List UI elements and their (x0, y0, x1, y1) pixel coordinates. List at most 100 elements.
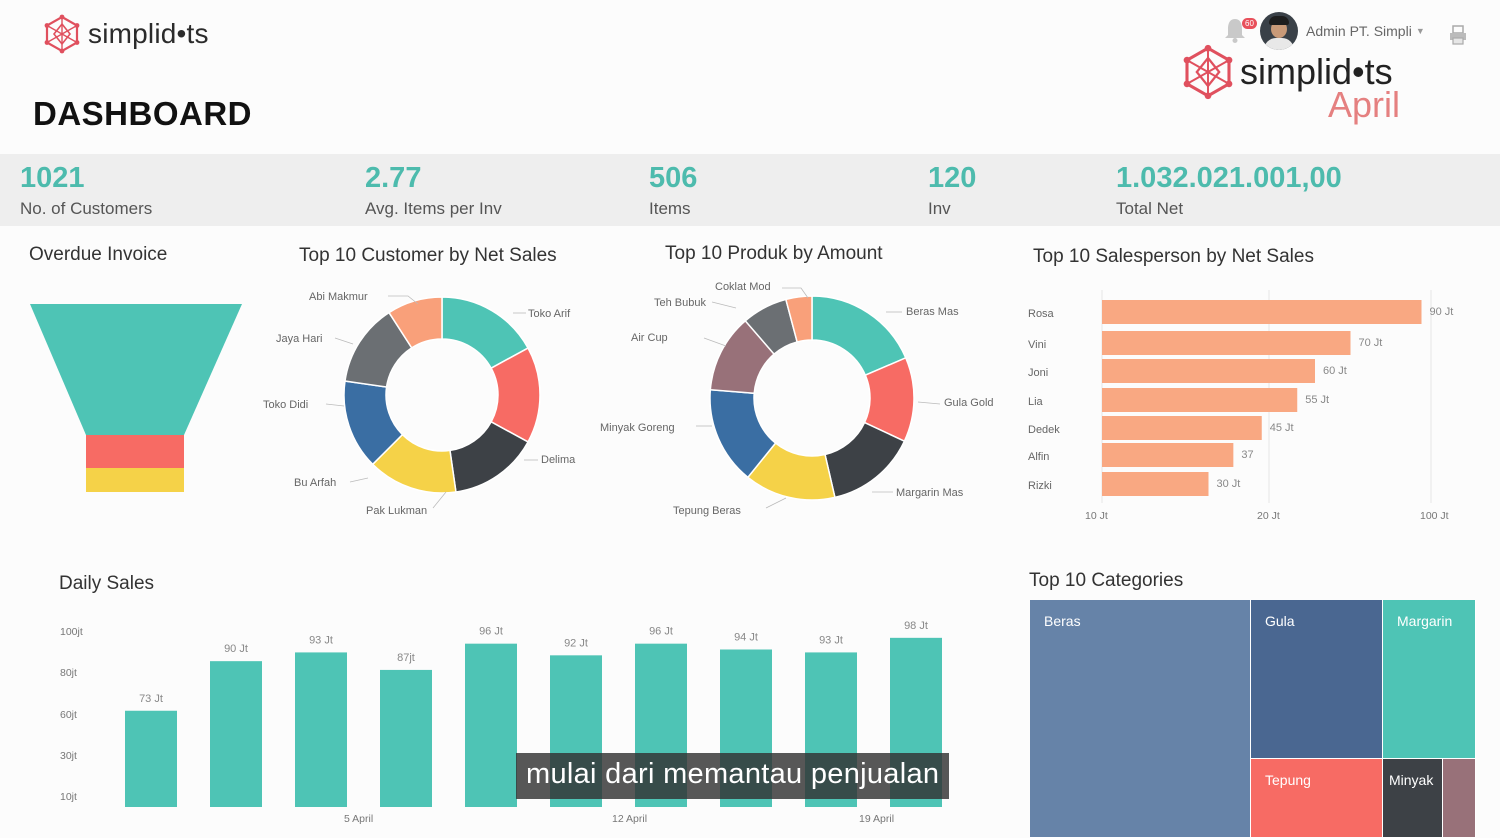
print-button[interactable] (1449, 25, 1467, 50)
logo-icon (44, 14, 80, 54)
y-axis-tick: 10jt (60, 791, 77, 803)
bar-value-label: 70 Jt (1359, 337, 1383, 349)
bar-value-label: 90 Jt (224, 643, 248, 655)
kpi-label: No. of Customers (20, 199, 153, 218)
donut-label: Bu Arfah (294, 477, 336, 489)
kpi-label: Avg. Items per Inv (365, 199, 502, 218)
treemap-label: Gula (1265, 613, 1295, 629)
salesperson-name: Alfin (1028, 451, 1049, 463)
daily-bar[interactable] (465, 643, 517, 807)
salesperson-bar[interactable] (1102, 472, 1209, 496)
kpi-label: Inv (928, 199, 951, 218)
page-title: DASHBOARD (33, 95, 252, 132)
treemap-label: Tepung (1265, 772, 1311, 788)
printer-icon (1450, 25, 1466, 45)
salesperson-name: Rizki (1028, 480, 1052, 492)
salesperson-bar[interactable] (1102, 416, 1262, 440)
brand-logo-icon (1183, 44, 1233, 100)
kpi-value: 2.77 (365, 162, 422, 194)
y-axis-tick: 80jt (60, 667, 77, 679)
salesperson-bar[interactable] (1102, 300, 1422, 324)
product-donut-chart: Coklat Mod Teh Bubuk Beras Mas Air Cup G… (600, 281, 994, 517)
avatar[interactable] (1260, 12, 1298, 50)
salesperson-bar[interactable] (1102, 388, 1298, 412)
kpi-label: Items (649, 199, 691, 218)
salesperson-name: Rosa (1028, 308, 1055, 320)
top-produk-title: Top 10 Produk by Amount (665, 243, 883, 264)
kpi-value: 1021 (20, 162, 85, 194)
donut-label: Air Cup (631, 332, 668, 344)
funnel-segment[interactable] (86, 468, 184, 492)
treemap-cell[interactable]: Beras (1030, 600, 1251, 838)
salesperson-bar[interactable] (1102, 359, 1315, 383)
bar-value-label: 96 Jt (479, 626, 503, 638)
daily-bar[interactable] (210, 661, 262, 807)
bar-value-label: 45 Jt (1270, 422, 1294, 434)
daily-bar[interactable] (380, 669, 432, 807)
y-axis-tick: 30jt (60, 750, 77, 762)
kpi-avg-items: 2.77 Avg. Items per Inv (365, 162, 502, 219)
y-axis-tick: 60jt (60, 709, 77, 721)
bar-value-label: 93 Jt (819, 634, 843, 646)
salesperson-name: Lia (1028, 396, 1044, 408)
user-menu[interactable]: Admin PT. Simpli (1306, 23, 1412, 39)
treemap-cell[interactable]: Tepung (1251, 759, 1383, 838)
axis-tick: 20 Jt (1257, 510, 1280, 522)
notification-badge: 60 (1242, 18, 1257, 29)
kpi-value: 120 (928, 162, 977, 194)
salesperson-name: Joni (1028, 367, 1048, 379)
video-subtitle: mulai dari memantau penjualan (516, 753, 950, 799)
donut-label: Beras Mas (906, 306, 959, 318)
donut-label: Minyak Goreng (600, 422, 675, 434)
x-axis-tick: 5 April (344, 813, 373, 825)
bar-value-label: 73 Jt (139, 693, 163, 705)
overdue-invoice-title: Overdue Invoice (29, 244, 168, 265)
daily-sales-bar-chart: 100jt 80jt 60jt 30jt 10jt 73 Jt 90 Jt 93 J… (60, 620, 942, 825)
kpi-value: 1.032.021.001,00 (1116, 162, 1342, 194)
donut-slice[interactable] (387, 296, 443, 349)
treemap-cell[interactable]: Gula (1251, 600, 1383, 759)
treemap-label: Margarin (1397, 613, 1453, 629)
x-axis-tick: 19 April (859, 813, 894, 825)
donut-label: Tepung Beras (673, 505, 741, 517)
salesperson-name: Dedek (1028, 424, 1060, 436)
funnel-segment[interactable] (86, 435, 184, 468)
daily-bar[interactable] (125, 710, 177, 807)
logo-text: simplid•ts (88, 18, 209, 49)
categories-treemap: Beras Gula Margarin Tepung Minyak (1030, 600, 1476, 838)
chevron-down-icon: ▼ (1415, 26, 1425, 36)
app-logo[interactable]: simplid•ts (42, 14, 209, 54)
treemap-cell[interactable]: Minyak (1383, 759, 1443, 838)
user-toolbar: 60 Admin PT. Simpli ▼ (1222, 12, 1425, 50)
bell-icon (1225, 19, 1245, 43)
salesperson-bar[interactable] (1102, 331, 1351, 355)
salesperson-bar[interactable] (1102, 443, 1234, 467)
donut-slice[interactable] (784, 295, 813, 343)
treemap-cell[interactable] (1443, 759, 1476, 838)
bar-value-label: 96 Jt (649, 626, 673, 638)
notifications-button[interactable]: 60 (1222, 16, 1257, 46)
overdue-funnel-chart (30, 304, 242, 492)
axis-tick: 100 Jt (1420, 510, 1449, 522)
donut-label: Teh Bubuk (654, 297, 706, 309)
top-customer-title: Top 10 Customer by Net Sales (299, 245, 557, 266)
bar-value-label: 93 Jt (309, 634, 333, 646)
daily-bar[interactable] (295, 652, 347, 807)
bar-value-label: 30 Jt (1217, 478, 1241, 490)
brand-logo-text: simplid•ts (1240, 51, 1393, 92)
daily-sales-title: Daily Sales (59, 573, 155, 594)
kpi-value: 506 (649, 162, 698, 194)
bar-value-label: 87jt (397, 652, 415, 664)
brand-month: April (1328, 84, 1401, 125)
y-axis-tick: 100jt (60, 626, 83, 638)
donut-label: Delima (541, 454, 576, 466)
kpi-items: 506 Items (649, 162, 697, 219)
bar-value-label: 37 (1241, 449, 1253, 461)
kpi-label: Total Net (1116, 199, 1184, 218)
treemap-cell[interactable]: Margarin (1383, 600, 1476, 759)
funnel-segment[interactable] (30, 304, 242, 435)
kpi-strip: 1021 No. of Customers 2.77 Avg. Items pe… (0, 154, 1500, 226)
bar-value-label: 60 Jt (1323, 365, 1347, 377)
donut-label: Margarin Mas (896, 487, 964, 499)
treemap-label: Minyak (1389, 772, 1434, 788)
